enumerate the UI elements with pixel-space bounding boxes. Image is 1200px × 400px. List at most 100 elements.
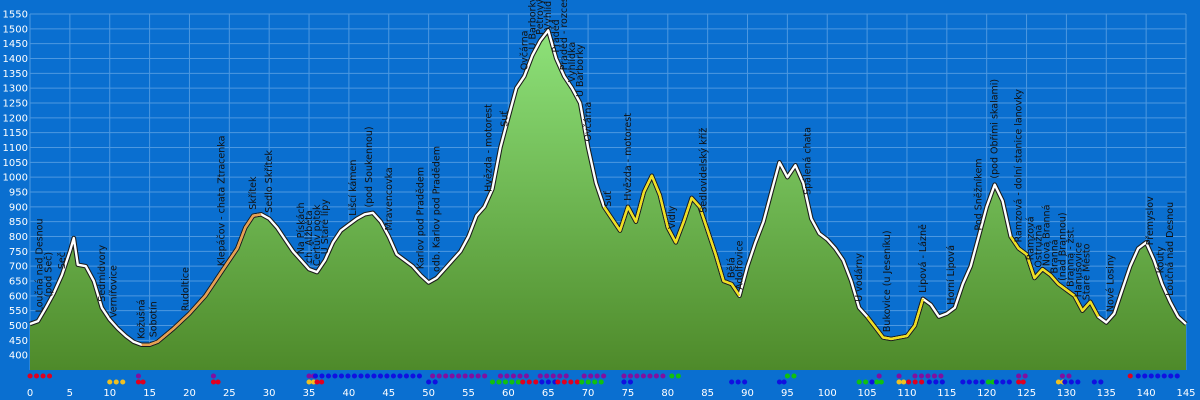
y-tick-label: 400 (9, 351, 28, 362)
x-tick-label: 70 (582, 388, 595, 399)
waypoint-label: Spálená chata (802, 127, 813, 195)
waypoint-label: U Staré lípy (320, 199, 331, 254)
waypoint-label: Hvězda - motorest (483, 104, 494, 192)
x-tick-label: 55 (462, 388, 475, 399)
waypoint-label: Vernířovice (109, 265, 120, 318)
waypoint-label: Sedlo Skřítek (264, 150, 275, 213)
waypoint-label: Nová Branná (1042, 205, 1053, 267)
profile-edge-segment-road (141, 213, 262, 346)
waypoint-label: Rudoltice (181, 267, 192, 311)
x-tick-label: 85 (701, 388, 714, 399)
waypoint-label: Loučná nad Desnou (35, 218, 46, 312)
waypoint-label: Suť (499, 111, 510, 127)
y-tick-label: 600 (9, 291, 28, 302)
waypoint-label: Petrovy kameny (535, 0, 546, 35)
waypoint-label: Ovčárna (519, 31, 530, 71)
x-tick-label: 35 (303, 388, 316, 399)
x-tick-label: 110 (897, 388, 916, 399)
waypoint-label: Sedmidvory (97, 245, 108, 302)
waypoint-label: Praděd - rozcestí (559, 0, 570, 70)
waypoint-label: Ovčárna (583, 102, 594, 142)
waypoint-label: Mravencovka (384, 167, 395, 230)
y-tick-label: 550 (9, 306, 28, 317)
waypoint-label: Adolfovice (735, 240, 746, 289)
waypoint-label: U Barborky (575, 44, 586, 97)
y-tick-label: 950 (9, 188, 28, 199)
x-tick-label: 100 (818, 388, 837, 399)
x-tick-label: 30 (263, 388, 276, 399)
y-tick-label: 450 (9, 336, 28, 347)
y-tick-label: 500 (9, 321, 28, 332)
x-tick-label: 120 (977, 388, 996, 399)
waypoint-label: Nové Losiny (1105, 254, 1116, 312)
waypoint-label: Seč (57, 252, 68, 269)
waypoint-label: Pod Sněžníkem (974, 158, 985, 230)
y-tick-label: 850 (9, 217, 28, 228)
waypoint-label: Kožušná (137, 299, 148, 338)
y-tick-label: 1200 (3, 113, 28, 124)
y-tick-label: 1150 (3, 128, 28, 139)
x-tick-label: 105 (858, 388, 877, 399)
y-tick-label: 700 (9, 262, 28, 273)
x-tick-label: 5 (67, 388, 73, 399)
waypoint-label: Horní Lipová (946, 245, 957, 305)
y-tick-label: 1500 (3, 24, 28, 35)
x-tick-label: 95 (781, 388, 794, 399)
waypoint-label: (pod Obřími skalami) (990, 79, 1001, 179)
waypoint-label: U Barborky (527, 0, 538, 50)
x-tick-label: 20 (183, 388, 196, 399)
x-tick-label: 80 (661, 388, 674, 399)
y-tick-label: 1100 (3, 143, 28, 154)
y-tick-label: 1400 (3, 54, 28, 65)
waypoint-label: Na Pískách (296, 203, 307, 255)
y-tick-label: 900 (9, 202, 28, 213)
x-tick-label: 50 (422, 388, 435, 399)
waypoint-label: Ostružná (1034, 225, 1045, 268)
waypoint-label: Bukovice (u Jeseníku) (882, 230, 893, 332)
waypoint-label: Čertův potok (311, 204, 323, 266)
marker-rows (27, 373, 1185, 385)
waypoint-label: Hvězda - motorest (623, 113, 634, 201)
waypoint-label: Skřítek (248, 176, 259, 210)
waypoint-label: Ramzová - dolní stanice lanovky (1014, 89, 1025, 243)
x-tick-label: 60 (502, 388, 515, 399)
terrain-fill (30, 30, 1186, 371)
waypoint-label: Branná (1050, 239, 1061, 273)
x-axis: 0 5 10 15 20 25 30 35 40 45 50 55 60 65 70 75 80 85 90 95 10… (27, 388, 1196, 399)
x-tick-label: 115 (937, 388, 956, 399)
terrain-area (30, 30, 1186, 371)
x-tick-label: 65 (542, 388, 555, 399)
profile-edge-segment-trail (1009, 235, 1100, 318)
waypoint-label: Vyhlídka (567, 42, 578, 82)
waypoint-label: Vidly (667, 205, 678, 229)
y-tick-label: 650 (9, 277, 28, 288)
x-tick-label: 25 (223, 388, 236, 399)
y-tick-label: 1300 (3, 84, 28, 95)
waypoint-label: Loučná nad Desnou (1165, 202, 1176, 296)
profile-edge (29, 28, 1188, 348)
y-tick-label: 800 (9, 232, 28, 243)
waypoint-label: (pod Seč) (43, 252, 54, 297)
waypoint-label: (nad Brannou) (1057, 212, 1068, 280)
waypoint-label: Branná - žst. (1065, 227, 1076, 287)
waypoint-label: Klepáčov - chata Ztracenka (216, 136, 227, 267)
x-tick-label: 75 (622, 388, 635, 399)
waypoint-label: Staré Město (1081, 243, 1092, 300)
waypoint-label: Lišcí kámen (348, 160, 359, 216)
y-tick-label: 1000 (3, 173, 28, 184)
waypoint-label: Přemyslov (1145, 196, 1156, 245)
profile-edge-segment-trail (866, 298, 925, 341)
waypoint-label: odb. Karlov pod Pradědem (432, 146, 443, 272)
y-tick-label: 1050 (3, 158, 28, 169)
x-tick-label: 0 (27, 388, 33, 399)
x-tick-label: 10 (103, 388, 116, 399)
x-tick-label: 135 (1097, 388, 1116, 399)
waypoint-label: (pod Soukennou) (364, 126, 375, 207)
x-tick-label: 140 (1137, 388, 1156, 399)
x-tick-label: 45 (382, 388, 395, 399)
waypoint-label: Ramzová (1026, 216, 1037, 260)
waypoint-label: U vodárny (854, 253, 865, 302)
x-tick-label: 15 (143, 388, 156, 399)
y-tick-label: 1450 (3, 39, 28, 50)
y-tick-label: 750 (9, 247, 28, 258)
